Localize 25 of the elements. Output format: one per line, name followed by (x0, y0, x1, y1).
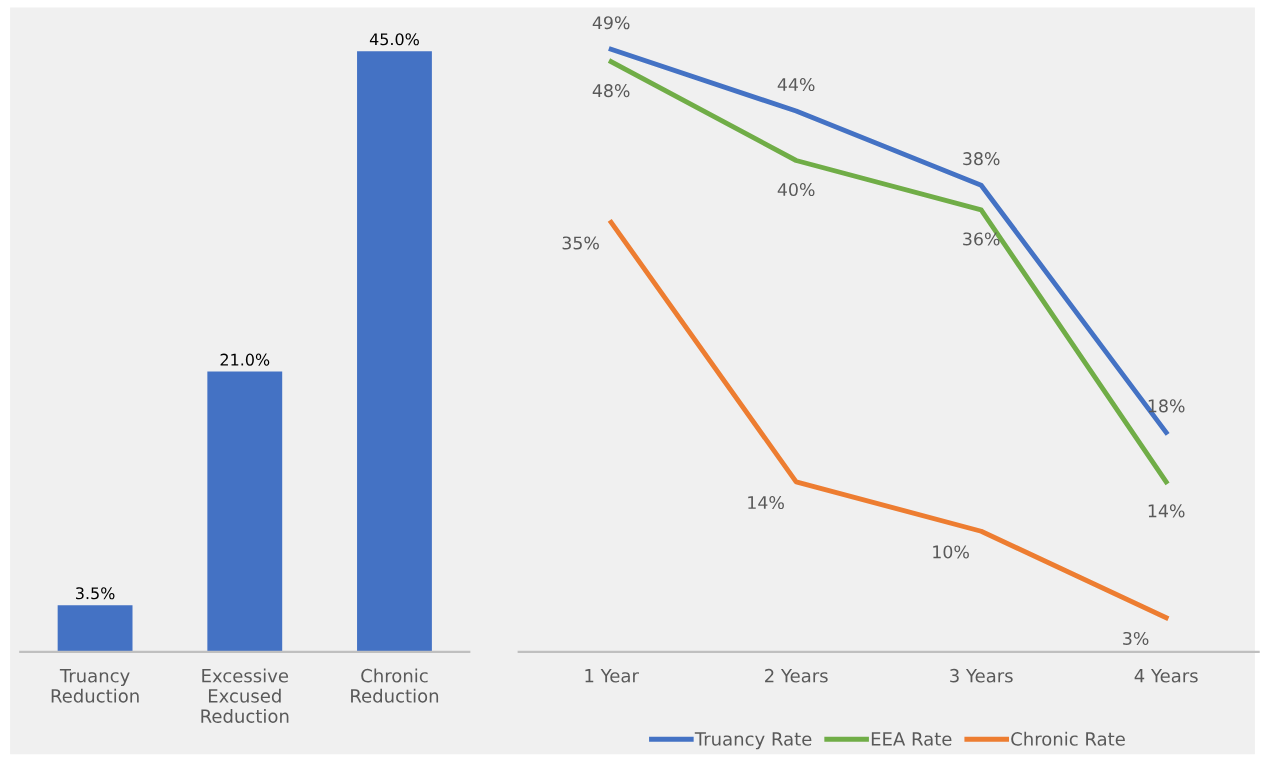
data-label: 40% (777, 182, 815, 197)
data-label: 18% (1148, 399, 1185, 413)
data-label: 35% (562, 236, 599, 250)
x-tick-label: 3 Years (950, 668, 1013, 683)
x-tick-label: Truancy Reduction (51, 669, 139, 703)
data-label: 49% (592, 16, 630, 30)
x-tick-label: Excessive Excused Reduction (201, 668, 289, 723)
data-label: 14% (1148, 504, 1185, 518)
data-label: 3% (1123, 631, 1149, 646)
legend-label: Chronic Rate (1011, 731, 1125, 746)
data-label: 3.5% (76, 587, 115, 600)
x-tick-label: 4 Years (1134, 669, 1198, 683)
legend-label: EEA Rate (871, 732, 952, 746)
legend-label: Truancy Rate (694, 732, 812, 750)
data-label: 14% (748, 495, 784, 510)
x-tick-label: 2 Years (765, 668, 828, 683)
data-label: 45.0% (369, 33, 419, 46)
data-label: 10% (933, 545, 969, 559)
data-label: 21.0% (220, 353, 270, 366)
data-label: 38% (963, 152, 1000, 166)
x-tick-label: 1 Year (585, 669, 639, 683)
data-label: 36% (963, 232, 1000, 246)
x-tick-label: Chronic Reduction (351, 668, 439, 703)
data-label: 48% (592, 84, 630, 98)
data-label: 44% (777, 77, 815, 92)
